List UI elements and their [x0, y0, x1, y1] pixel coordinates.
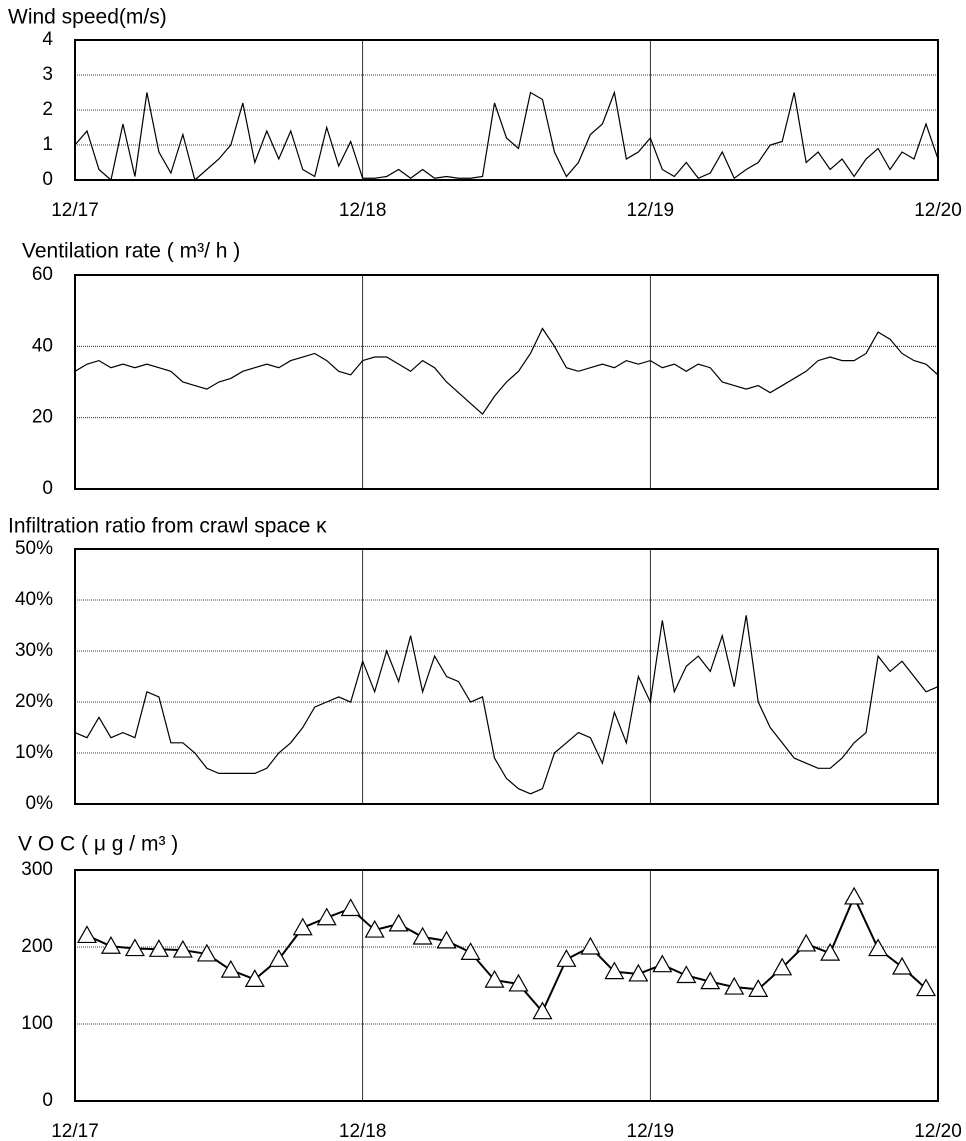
triangle-marker — [340, 898, 361, 917]
y-tick-label: 200 — [21, 936, 53, 957]
data-line — [74, 90, 939, 182]
triangle-marker — [748, 979, 769, 997]
triangle-marker — [868, 938, 889, 957]
data-line — [86, 894, 927, 1014]
chart-title: Wind speed(m/s) — [8, 6, 167, 29]
triangle-marker — [292, 917, 313, 936]
triangle-marker — [460, 942, 481, 960]
triangle-marker — [388, 913, 409, 932]
y-tick-label: 0% — [26, 793, 54, 814]
x-tick-label: 12/17 — [51, 1121, 99, 1141]
x-tick-label: 12/19 — [627, 1121, 675, 1141]
triangle-marker — [580, 936, 601, 955]
triangle-marker — [556, 949, 577, 967]
y-tick-label: 60 — [32, 264, 53, 285]
x-tick-label: 12/18 — [339, 200, 387, 221]
triangle-marker — [244, 969, 265, 987]
chart-title: V O C ( μ g / m³ ) — [18, 833, 178, 856]
y-tick-label: 0 — [42, 478, 53, 499]
triangle-marker — [844, 886, 865, 905]
data-line — [74, 327, 939, 416]
triangle-marker — [148, 939, 169, 957]
triangle-marker — [220, 959, 241, 978]
y-tick-label: 0 — [42, 169, 53, 190]
x-tick-label: 12/18 — [339, 1121, 387, 1141]
y-tick-label: 0 — [42, 1090, 53, 1111]
chart-title: Ventilation rate ( m³/ h ) — [22, 240, 240, 263]
triangle-marker — [652, 954, 673, 973]
triangle-marker — [436, 930, 457, 949]
triangle-marker — [820, 942, 841, 961]
triangle-marker — [796, 933, 817, 952]
triangle-marker — [724, 976, 745, 995]
triangle-marker — [124, 938, 145, 957]
triangle-marker — [604, 961, 625, 980]
triangle-marker — [892, 956, 913, 975]
plot-frame — [74, 274, 939, 490]
y-tick-label: 40 — [32, 335, 53, 356]
chart-title: Infiltration ratio from crawl space κ — [8, 515, 327, 538]
plot-frame — [74, 548, 939, 805]
y-tick-label: 100 — [21, 1013, 53, 1034]
triangle-marker — [316, 907, 337, 926]
triangle-marker — [508, 973, 529, 992]
x-tick-label: 12/17 — [51, 200, 99, 221]
triangle-marker — [700, 971, 721, 990]
triangle-marker — [412, 926, 433, 945]
triangle-marker — [628, 963, 649, 982]
y-tick-label: 4 — [42, 29, 53, 50]
triangle-marker — [268, 949, 289, 967]
data-line — [74, 615, 939, 795]
y-tick-label: 300 — [21, 859, 53, 880]
y-tick-label: 20 — [32, 407, 53, 428]
triangle-marker — [76, 925, 98, 944]
x-tick-label: 12/20 — [914, 1121, 962, 1141]
plot-frame — [74, 39, 939, 181]
triangle-marker — [172, 939, 193, 958]
triangle-marker — [772, 957, 793, 976]
triangle-marker — [364, 919, 385, 938]
triangle-marker — [100, 936, 121, 954]
y-tick-label: 40% — [15, 589, 53, 610]
plot-frame — [74, 869, 939, 1102]
y-tick-label: 1 — [42, 134, 53, 155]
triangle-marker — [484, 969, 505, 988]
y-tick-label: 20% — [15, 691, 53, 712]
triangle-marker — [915, 978, 937, 997]
x-tick-label: 12/19 — [627, 200, 675, 221]
triangle-marker — [196, 943, 217, 962]
y-tick-label: 3 — [42, 64, 53, 85]
y-tick-label: 10% — [15, 742, 53, 763]
y-tick-label: 50% — [15, 538, 53, 559]
y-tick-label: 30% — [15, 640, 53, 661]
x-tick-label: 12/20 — [914, 200, 962, 221]
triangle-marker — [676, 965, 697, 984]
y-tick-label: 2 — [42, 99, 53, 120]
triangle-marker — [532, 1001, 553, 1020]
